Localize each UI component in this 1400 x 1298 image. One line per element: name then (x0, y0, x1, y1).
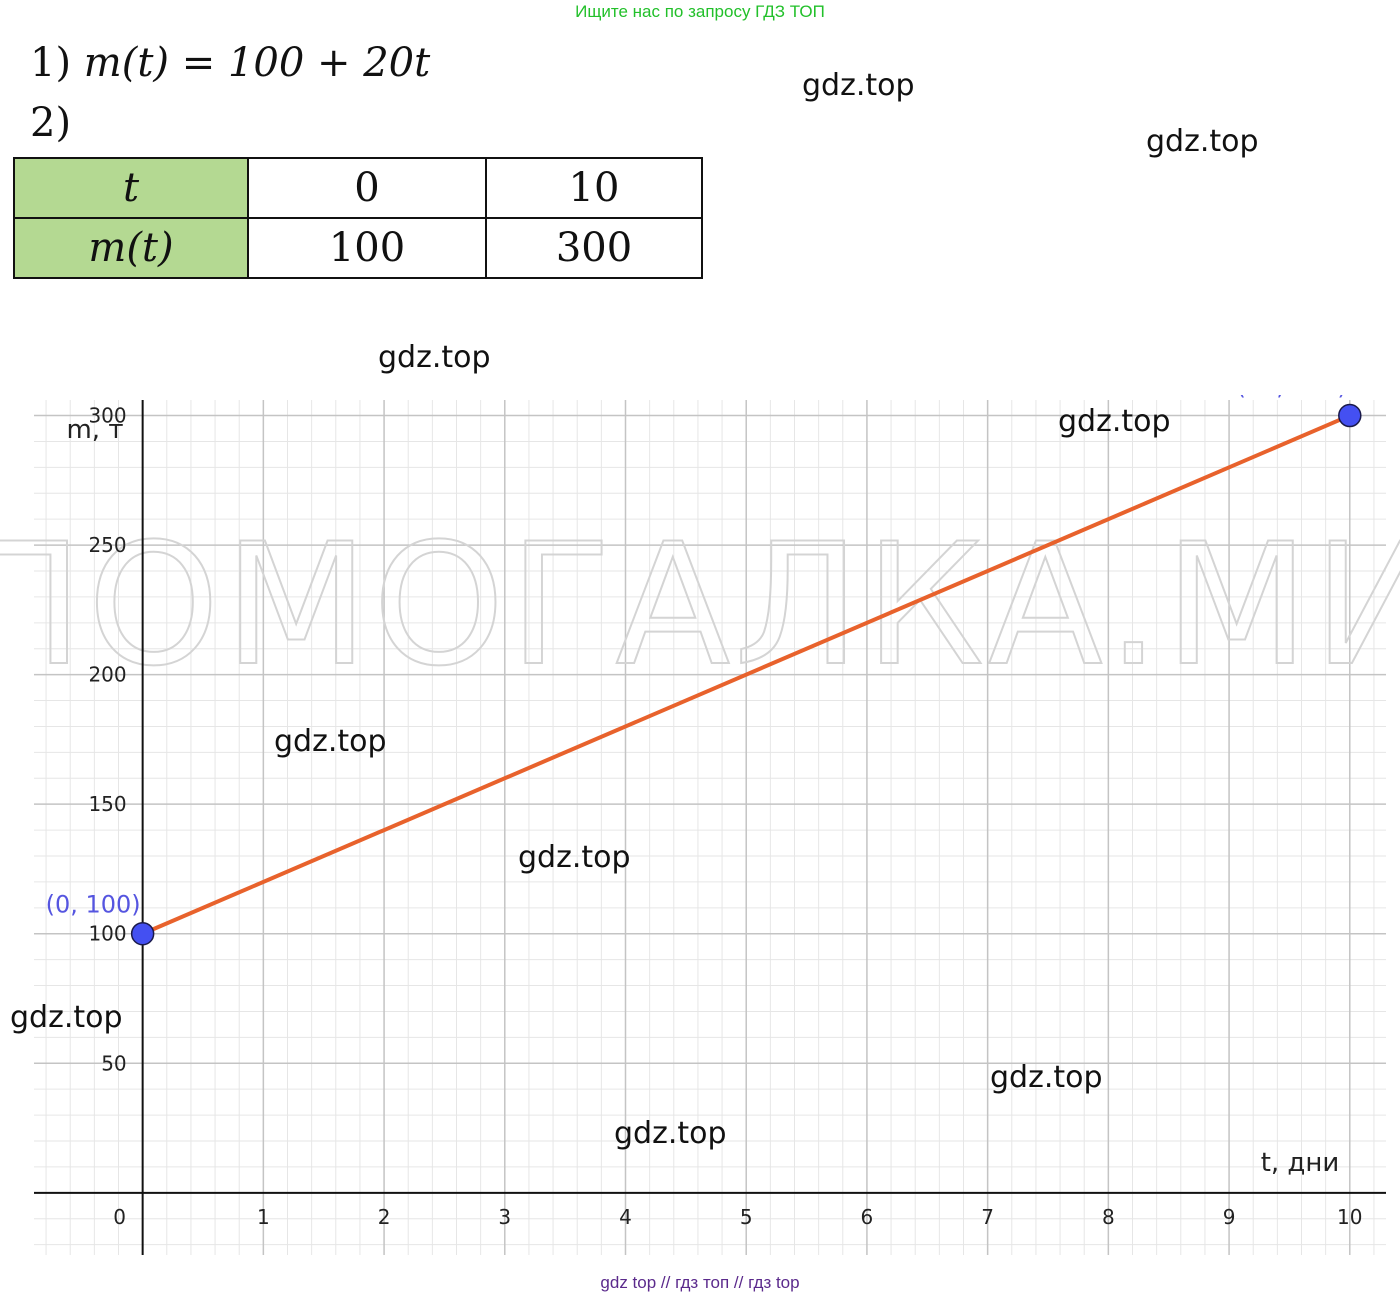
x-tick-label: 9 (1223, 1205, 1236, 1229)
x-tick-label: 5 (740, 1205, 753, 1229)
tick-labels: 0 1 2 3 4 5 6 7 8 9 10 50 100 150 200 250 300 (88, 404, 1362, 1229)
x-tick-label: 3 (498, 1205, 511, 1229)
table-cell: 0 (247, 157, 487, 219)
watermark-text: gdz.top (10, 1000, 123, 1035)
y-tick-label: 150 (88, 792, 126, 816)
table-head-t: t (13, 157, 249, 219)
y-tick-label: 250 (88, 533, 126, 557)
watermark-text: gdz.top (518, 840, 631, 875)
watermark-text: gdz.top (802, 68, 915, 103)
x-axis-label: t, дни (1261, 1148, 1340, 1178)
table-cell: 300 (485, 217, 703, 279)
series-group (141, 413, 1351, 936)
points-group: (0, 100) (10, 300) (46, 395, 1362, 946)
x-tick-label: 0 (113, 1205, 126, 1229)
top-banner: Ищите нас по запросу ГДЗ ТОП (575, 2, 825, 21)
watermark-text: gdz.top (274, 724, 387, 759)
data-point (1338, 403, 1362, 428)
watermark-text: gdz.top (1146, 124, 1259, 159)
table-row: t 0 10 (13, 157, 703, 219)
data-point-label: (10, 300) (1236, 395, 1346, 401)
bottom-banner: gdz top // гдз топ // гдз top (600, 1273, 800, 1292)
table-cell: 100 (247, 217, 487, 279)
big-watermark: ПОМОГАЛКА.МИ (0, 507, 1400, 703)
watermark-text: gdz.top (1058, 404, 1171, 439)
values-table: t 0 10 m(t) 100 300 (13, 157, 703, 279)
y-axis-label: m, т (66, 415, 123, 445)
data-point (130, 921, 155, 946)
x-tick-label: 8 (1102, 1205, 1115, 1229)
grid-major (34, 400, 1386, 1255)
line-chart: ПОМОГАЛКА.МИ 0 1 2 3 4 5 6 7 8 9 10 50 100 150 200 250 3… (0, 395, 1400, 1255)
item-1-expression: m(t) = 100 + 20t (83, 40, 431, 86)
x-tick-label: 4 (619, 1205, 632, 1229)
series-line (141, 413, 1351, 936)
y-tick-label: 100 (88, 922, 126, 946)
table-head-mt: m(t) (13, 217, 249, 279)
y-tick-label: 200 (88, 663, 126, 687)
table-row: m(t) 100 300 (13, 217, 703, 279)
watermark-text: gdz.top (614, 1116, 727, 1151)
x-tick-label: 7 (981, 1205, 994, 1229)
watermark-text: gdz.top (378, 340, 491, 375)
axes (34, 400, 1386, 1255)
watermark-text: gdz.top (990, 1060, 1103, 1095)
item-2-number: 2) (30, 100, 72, 146)
x-tick-label: 6 (861, 1205, 874, 1229)
table-cell: 10 (485, 157, 703, 219)
x-tick-label: 10 (1337, 1205, 1362, 1229)
item-1-number: 1) (30, 40, 72, 86)
data-point-label: (0, 100) (46, 891, 141, 919)
x-tick-label: 2 (378, 1205, 391, 1229)
y-tick-label: 300 (88, 404, 126, 428)
y-tick-label: 50 (101, 1051, 126, 1075)
formula-item-1: 1) m(t) = 100 + 20t (30, 40, 430, 86)
x-tick-label: 1 (257, 1205, 270, 1229)
